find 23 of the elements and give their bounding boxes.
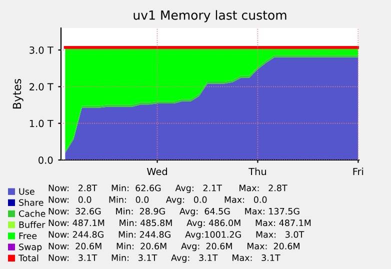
y-tick-label: 1.0 T [30, 120, 54, 128]
legend-label: Use [19, 188, 34, 195]
y-tick-label: 0.0 [38, 156, 53, 164]
text: Now: 487.1M Min: 485.8M Avg: 486.0M Max: 487.1M [48, 219, 311, 228]
x-tick-label: Wed [146, 168, 167, 176]
text: Now: 0.0 Min: 0.0 Avg: 0.0 Max: 0.0 [48, 196, 267, 205]
text: Now: 3.1T Min: 3.1T Avg: 3.1T Max: 3.1T [48, 254, 280, 263]
text: Now: 20.6M Min: 20.6M Avg: 20.6M Max: 20.6M [48, 242, 300, 252]
text: Now: 2.8T Min: 62.6G Avg: 2.1T Max: 2.8T [48, 184, 288, 193]
chart-title: uv1 Memory last custom [134, 10, 286, 22]
x-tick-label: Fri [353, 168, 364, 176]
text: Now: 244.8G Min: 244.8G Avg:1001.2G Max: 3.0T [48, 231, 304, 240]
legend-label: Cache [18, 210, 46, 217]
legend-label: Share [19, 199, 44, 206]
legend-label: Free [19, 232, 37, 240]
legend-label: Buffer [19, 221, 46, 228]
text: Now: 32.6G Min: 28.9G Avg: 64.5G Max: 137.5G [48, 208, 300, 216]
y-tick-label: 3.0 T [30, 46, 54, 54]
y-tick-label: 2.0 T [30, 83, 54, 90]
y-axis-title: Bytes [12, 78, 24, 108]
legend-label: Total [18, 254, 38, 262]
legend-label: Swap [19, 244, 42, 252]
x-tick-label: Thu [248, 168, 266, 176]
